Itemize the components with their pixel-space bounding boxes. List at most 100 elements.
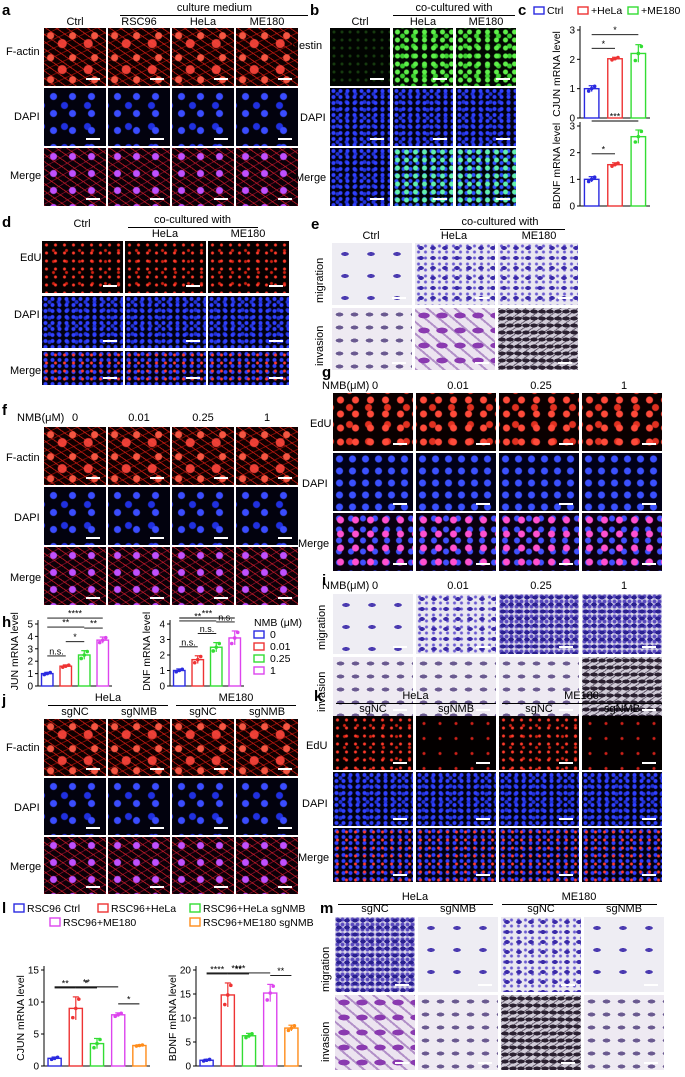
i-col-001: 0.01 — [447, 580, 469, 592]
k-row-edu: EdU — [306, 740, 328, 752]
i-img-invasion-1 — [582, 657, 662, 717]
h-legend-label: 0.01 — [270, 641, 291, 653]
m-row-migration: migration — [320, 946, 332, 992]
l-bdnf-bar — [284, 1027, 299, 1067]
l-bdnf-bar — [262, 992, 278, 1067]
c-cjun-point — [613, 56, 617, 61]
d-img-edu-ctrl — [42, 241, 123, 293]
l-cjun-point — [55, 1055, 60, 1060]
k-row-dapi: DAPI — [302, 798, 328, 810]
h-bdnf-point — [235, 630, 240, 635]
h-cjun-ytick-label: 5 — [27, 620, 33, 631]
g-col-025: 0.25 — [530, 380, 552, 392]
l-cjun-point — [92, 1045, 96, 1050]
l-bdnf-point — [223, 1002, 227, 1007]
h-bdnf-ytick-label: 2 — [159, 651, 165, 662]
a-img-dapi-rsc96 — [108, 88, 170, 146]
j-group-hela: HeLa — [94, 692, 122, 704]
g-img-merge-0 — [333, 513, 413, 571]
f-row-merge: Merge — [10, 572, 42, 584]
c-legend-label: Ctrl — [547, 5, 563, 17]
c-legend-label: +HeLa — [591, 5, 622, 17]
h-legend-label: 1 — [270, 665, 276, 677]
g-row-edu: EdU — [310, 418, 332, 430]
m-col-me180-sgnc: sgNC — [527, 903, 555, 915]
l-cjun-point — [52, 1056, 57, 1061]
c-cjun-ytick-label: 2 — [569, 55, 575, 66]
a-img-factin-rsc96 — [108, 28, 170, 86]
h-bdnf-point — [214, 645, 219, 650]
l-legend-label: RSC96 Ctrl — [27, 903, 80, 915]
m-group-hela-underline — [338, 904, 493, 905]
a-row-merge: Merge — [10, 170, 42, 182]
g-nmb-label: NMB(μM) — [322, 380, 370, 392]
b-img-nestin-hela — [393, 28, 453, 86]
chart-c-svg: 0 1 2 3 CJUN mRNA level * * 0 1 2 3 BDNF mRNA level… — [533, 5, 681, 213]
b-col-hela: HeLa — [409, 16, 437, 28]
h-bdnf-ytick-label: 3 — [159, 635, 165, 646]
a-img-merge-rsc96 — [108, 148, 170, 206]
f-col-025: 0.25 — [192, 412, 214, 424]
g-img-dapi-1 — [582, 453, 662, 511]
d-img-edu-hela — [125, 241, 206, 293]
f-img-merge-1 — [236, 547, 298, 605]
m-img-migration-me180-sgnc — [501, 917, 581, 992]
j-img-factin-me180-sgnmb — [236, 719, 298, 776]
i-img-migration-025 — [499, 594, 579, 654]
c-cjun-point — [616, 55, 620, 60]
a-header: culture medium — [176, 2, 253, 14]
l-cjun-sig-label: * — [127, 994, 131, 1004]
j-row-merge: Merge — [10, 861, 42, 873]
b-img-dapi-me180 — [456, 88, 516, 146]
j-col-hela-sgnc: sgNC — [61, 706, 89, 718]
k-row-merge: Merge — [298, 852, 330, 864]
d-img-dapi-me180 — [208, 296, 289, 348]
e-img-invasion-me180 — [498, 308, 578, 370]
panel-label-l: l — [2, 900, 7, 917]
chart-l: 0 5 10 15 CJUN mRNA level ** * * ** 0 5 10 15 20 BDNF … — [0, 898, 320, 1073]
h-legend-swatch — [253, 654, 265, 663]
l-cjun-sig-label: * — [85, 978, 89, 988]
k-img-merge-hela-sgnmb — [416, 828, 496, 882]
e-header: co-cultured with — [461, 216, 539, 228]
h-bdnf-bar — [209, 646, 223, 687]
b-img-nestin-me180 — [456, 28, 516, 86]
f-col-001: 0.01 — [128, 412, 150, 424]
m-col-hela-sgnmb: sgNMB — [439, 903, 477, 915]
h-bdnf-sig-label: n.s. — [218, 612, 233, 622]
h-cjun-point — [79, 656, 84, 661]
c-legend-swatch — [627, 6, 639, 15]
f-row-factin: F-actin — [6, 452, 40, 464]
l-cjun-point — [49, 1057, 54, 1062]
l-bdnf-ytick-label: 5 — [185, 1038, 191, 1049]
h-cjun-point — [60, 665, 65, 669]
g-img-merge-1 — [582, 513, 662, 571]
h-cjun-point — [97, 640, 102, 645]
h-bdnf-point — [229, 641, 234, 646]
b-img-merge-me180 — [456, 148, 516, 206]
d-col-ctrl: Ctrl — [73, 218, 91, 230]
l-bdnf-point — [207, 1057, 212, 1062]
c-bdnf-point — [589, 177, 594, 182]
h-bdnf-point — [217, 641, 222, 646]
panel-label-e: e — [311, 216, 320, 233]
g-img-merge-001 — [416, 513, 496, 571]
i-img-invasion-025 — [499, 657, 579, 717]
i-col-025: 0.25 — [530, 580, 552, 592]
l-bdnf-point — [247, 1033, 251, 1038]
j-img-merge-me180-sgnmb — [236, 837, 298, 894]
h-cjun-point — [48, 670, 53, 675]
j-group-me180: ME180 — [218, 692, 254, 704]
h-bdnf-ytick-label: 4 — [159, 620, 165, 631]
d-img-dapi-ctrl — [42, 296, 123, 348]
e-img-migration-ctrl — [332, 243, 412, 305]
g-img-dapi-001 — [416, 453, 496, 511]
l-bdnf-point — [265, 998, 270, 1002]
a-col-ctrl: Ctrl — [66, 16, 84, 28]
h-bdnf-bar — [228, 637, 242, 687]
l-bdnf-sig-label: **** — [231, 963, 246, 973]
h-bdnf-ylabel: BDNF mRNA level — [141, 612, 153, 690]
d-img-merge-me180 — [208, 351, 289, 385]
j-img-merge-hela-sgnc — [44, 837, 106, 894]
